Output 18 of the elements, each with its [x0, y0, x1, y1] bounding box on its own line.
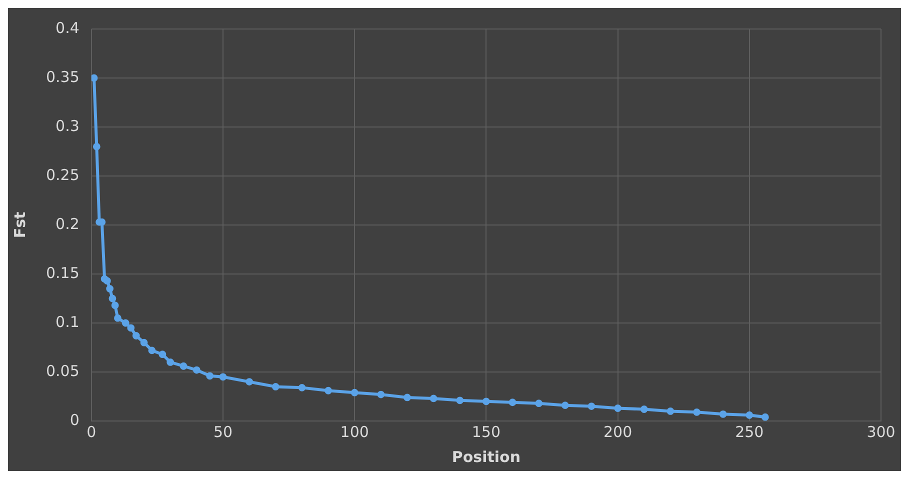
- x-tick-label: 250: [735, 422, 764, 441]
- y-tick-label: 0.25: [46, 166, 80, 184]
- x-tick-label: 200: [603, 422, 632, 441]
- x-tick-label: 300: [866, 422, 896, 441]
- x-axis-title: Position: [452, 448, 521, 466]
- x-tick-label: 100: [340, 422, 369, 441]
- y-tick-label: 0.4: [56, 18, 80, 37]
- y-axis-title: Fst: [10, 212, 29, 238]
- x-tick-label: 150: [472, 422, 501, 441]
- x-tick-label: 50: [213, 422, 233, 441]
- y-tick-label: 0.3: [56, 116, 80, 135]
- y-tick-label: 0.2: [56, 214, 80, 233]
- y-tick-label: 0.15: [46, 264, 80, 282]
- y-tick-label: 0: [70, 410, 80, 429]
- y-tick-label: 0.35: [46, 68, 80, 86]
- x-tick-label: 0: [86, 422, 96, 441]
- y-tick-label: 0.05: [46, 362, 80, 380]
- y-tick-label: 0.1: [56, 312, 80, 331]
